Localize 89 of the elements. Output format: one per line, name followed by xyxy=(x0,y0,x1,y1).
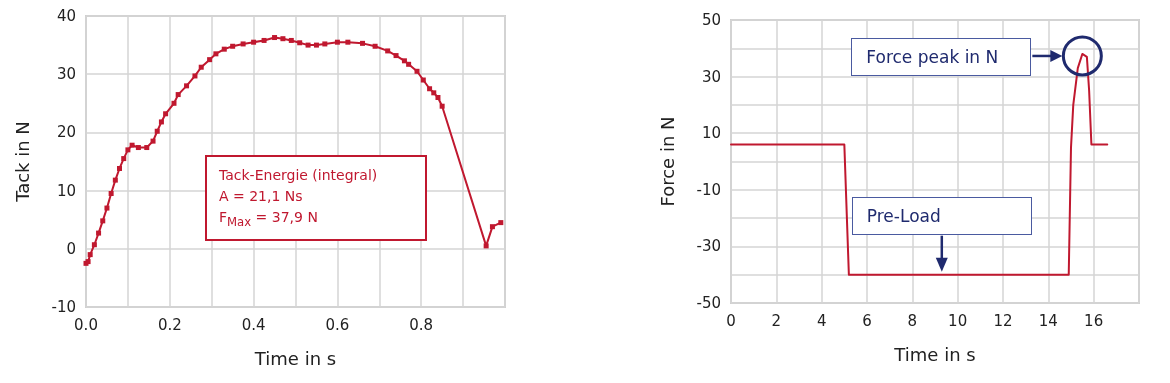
point xyxy=(121,156,127,162)
point xyxy=(192,73,198,79)
point xyxy=(87,252,93,258)
point xyxy=(112,177,118,183)
point xyxy=(144,145,150,151)
point xyxy=(297,40,303,46)
point xyxy=(117,165,123,171)
x-tick-label: 8 xyxy=(907,311,918,330)
point xyxy=(401,58,407,64)
point xyxy=(150,138,156,144)
point xyxy=(91,242,97,248)
point xyxy=(135,145,141,151)
y-tick-label: 50 xyxy=(701,11,721,29)
point xyxy=(272,35,278,41)
y-tick-label: 20 xyxy=(56,123,76,142)
x-tick-label: 0.4 xyxy=(241,315,266,334)
point xyxy=(385,48,391,54)
point xyxy=(251,39,257,45)
note-box: Tack-Energie (integral) A = 21,1 Ns F$_{Max}$ = 37,9 N xyxy=(205,155,427,241)
point xyxy=(360,40,366,46)
annotation: A = 21,1 Ns xyxy=(219,187,304,206)
y-tick-label: 30 xyxy=(56,65,76,84)
point xyxy=(431,90,437,96)
x-tick-label: 14 xyxy=(1038,311,1058,330)
y-tick-label: 30 xyxy=(701,67,721,86)
point xyxy=(261,37,267,43)
y-tick-label: 10 xyxy=(56,181,76,200)
point xyxy=(483,243,489,249)
point xyxy=(154,128,160,134)
point xyxy=(207,57,213,63)
x-axis-title: Time in s xyxy=(893,343,976,365)
point xyxy=(100,218,106,224)
note-box: Force peak in N xyxy=(851,37,1032,76)
point xyxy=(393,53,399,59)
point xyxy=(489,224,495,230)
y-tick-label: -10 xyxy=(51,298,76,316)
point xyxy=(313,42,319,48)
annotation: Tack-Energie (integral) xyxy=(219,166,379,185)
point xyxy=(198,64,204,70)
y-tick-label: -10 xyxy=(696,180,721,199)
point xyxy=(221,46,227,52)
point xyxy=(171,100,177,106)
y-axis-title: Force in N xyxy=(656,116,678,207)
point xyxy=(175,92,181,98)
y-tick-label: 10 xyxy=(701,124,721,143)
x-tick-label: 16 xyxy=(1084,311,1104,330)
point xyxy=(230,43,236,49)
x-axis-title: Time in s xyxy=(253,347,337,369)
point xyxy=(372,43,378,49)
x-tick-label: 6 xyxy=(862,311,872,330)
x-tick-label: 0 xyxy=(726,311,736,330)
point xyxy=(240,41,246,47)
point xyxy=(96,230,102,236)
x-tick-label: 12 xyxy=(993,311,1013,330)
point xyxy=(129,142,135,148)
y-tick-label: -30 xyxy=(696,237,721,256)
x-tick-label: 2 xyxy=(771,311,782,330)
point xyxy=(125,147,131,153)
point xyxy=(163,111,169,117)
point xyxy=(280,36,286,42)
point xyxy=(305,42,311,48)
x-tick-label: 4 xyxy=(816,311,827,330)
point xyxy=(406,61,412,67)
point xyxy=(213,51,219,57)
note-box: Pre-Load xyxy=(851,196,1032,235)
point xyxy=(420,77,426,83)
point xyxy=(435,94,441,100)
point xyxy=(414,68,420,74)
point xyxy=(427,86,433,92)
point xyxy=(439,103,445,109)
annotation: F$_{Max}$ = 37,9 N xyxy=(219,208,319,231)
point xyxy=(498,220,504,226)
x-tick-label: 0.2 xyxy=(157,315,182,334)
x-tick-label: 0.8 xyxy=(409,315,434,334)
point xyxy=(345,39,351,45)
y-axis-title: Tack in N xyxy=(11,121,33,203)
x-tick-label: 0.6 xyxy=(325,315,350,334)
y-tick-label: 0 xyxy=(66,239,76,258)
point xyxy=(334,39,340,45)
x-tick-label: 10 xyxy=(948,311,968,330)
point xyxy=(104,205,110,211)
y-tick-label: 40 xyxy=(56,7,76,25)
point xyxy=(108,191,114,197)
point xyxy=(322,41,328,47)
point xyxy=(184,83,190,89)
point xyxy=(158,119,164,125)
y-tick-label: -50 xyxy=(696,294,721,312)
point xyxy=(288,37,294,43)
x-tick-label: 0.0 xyxy=(74,315,98,334)
